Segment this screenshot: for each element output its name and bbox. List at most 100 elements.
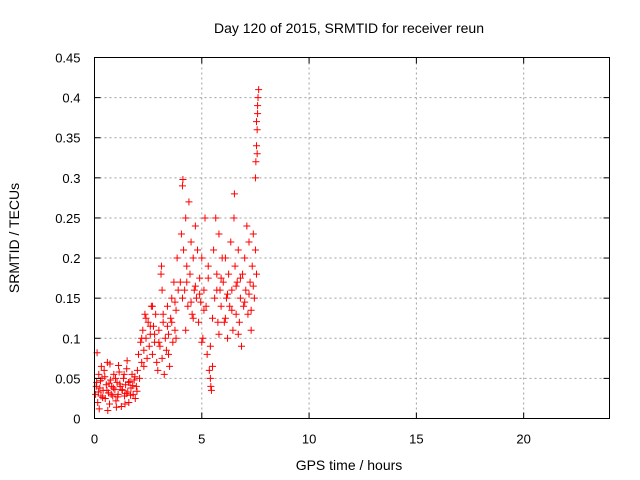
data-point (234, 330, 242, 338)
data-point (114, 393, 122, 401)
data-point (126, 378, 134, 386)
data-point (204, 262, 212, 270)
data-point (170, 278, 178, 286)
data-point (165, 330, 173, 338)
data-point (163, 322, 171, 330)
data-point (224, 290, 232, 298)
data-point (190, 286, 198, 294)
data-point (122, 390, 130, 398)
data-point (207, 382, 215, 390)
data-point (165, 350, 173, 358)
data-point (231, 262, 239, 270)
data-point (236, 274, 244, 282)
y-tick-label: 0.4 (62, 91, 80, 106)
data-point (253, 126, 261, 134)
data-point (214, 318, 222, 326)
data-point (168, 318, 176, 326)
data-point (198, 254, 206, 262)
data-point (213, 286, 221, 294)
y-tick-label: 0 (73, 412, 80, 427)
data-point (125, 398, 133, 406)
data-point (178, 182, 186, 190)
y-tick-label: 0.3 (62, 171, 80, 186)
data-point (242, 286, 250, 294)
data-point (123, 357, 131, 365)
data-point (251, 246, 259, 254)
x-tick-label: 10 (302, 432, 316, 447)
data-point (191, 222, 199, 230)
data-point (107, 376, 115, 384)
y-tick-label: 0.45 (55, 51, 80, 66)
data-point (136, 374, 144, 382)
data-point (206, 374, 214, 382)
data-point (236, 294, 244, 302)
data-point (106, 360, 114, 368)
data-point (243, 222, 251, 230)
data-point (207, 386, 215, 394)
data-point (131, 394, 139, 402)
data-point (156, 342, 164, 350)
data-point (117, 402, 125, 410)
data-point (237, 342, 245, 350)
data-point (146, 322, 154, 330)
data-point (162, 346, 170, 354)
data-point (158, 354, 166, 362)
data-point (168, 294, 176, 302)
data-point (183, 278, 191, 286)
data-point (240, 302, 248, 310)
data-point (199, 334, 207, 342)
data-point (247, 306, 255, 314)
data-point (249, 282, 257, 290)
data-point (181, 286, 189, 294)
data-point (176, 278, 184, 286)
data-point (107, 390, 115, 398)
data-point (100, 366, 108, 374)
data-point (151, 330, 159, 338)
data-point (104, 406, 112, 414)
data-point (171, 326, 179, 334)
data-point (189, 314, 197, 322)
data-point (230, 214, 238, 222)
data-point (221, 314, 229, 322)
y-tick-label: 0.15 (55, 291, 80, 306)
data-point (159, 318, 167, 326)
data-point (115, 368, 123, 376)
data-point (224, 334, 232, 342)
data-point (139, 326, 147, 334)
data-point (137, 338, 145, 346)
data-point (210, 246, 218, 254)
data-point (206, 342, 214, 350)
y-tick-label: 0.25 (55, 211, 80, 226)
data-point (140, 362, 148, 370)
data-point (143, 354, 151, 362)
data-point (219, 278, 227, 286)
data-point (133, 387, 141, 395)
data-point (105, 379, 113, 387)
data-point (133, 366, 141, 374)
y-tick-label: 0.35 (55, 131, 80, 146)
data-point (253, 118, 261, 126)
data-point (109, 392, 117, 400)
data-point (101, 373, 109, 381)
data-point (192, 294, 200, 302)
data-point (179, 175, 187, 183)
data-point (167, 314, 175, 322)
axis-tick-labels: 0 5 10 15 20 0 0.05 0.1 0.15 0.2 0.25 0.3 0.35 0.4 0.4… (55, 51, 531, 447)
data-point (112, 403, 120, 411)
data-point (200, 286, 208, 294)
data-point (123, 365, 131, 373)
data-point (134, 350, 142, 358)
data-point (215, 330, 223, 338)
data-point (250, 294, 258, 302)
data-point (163, 302, 171, 310)
data-point (212, 214, 220, 222)
data-point (191, 282, 199, 290)
data-point (97, 392, 105, 400)
data-point (241, 254, 249, 262)
data-point (254, 110, 262, 118)
data-point (228, 286, 236, 294)
data-point (249, 230, 257, 238)
data-point (159, 310, 167, 318)
data-point (201, 214, 209, 222)
